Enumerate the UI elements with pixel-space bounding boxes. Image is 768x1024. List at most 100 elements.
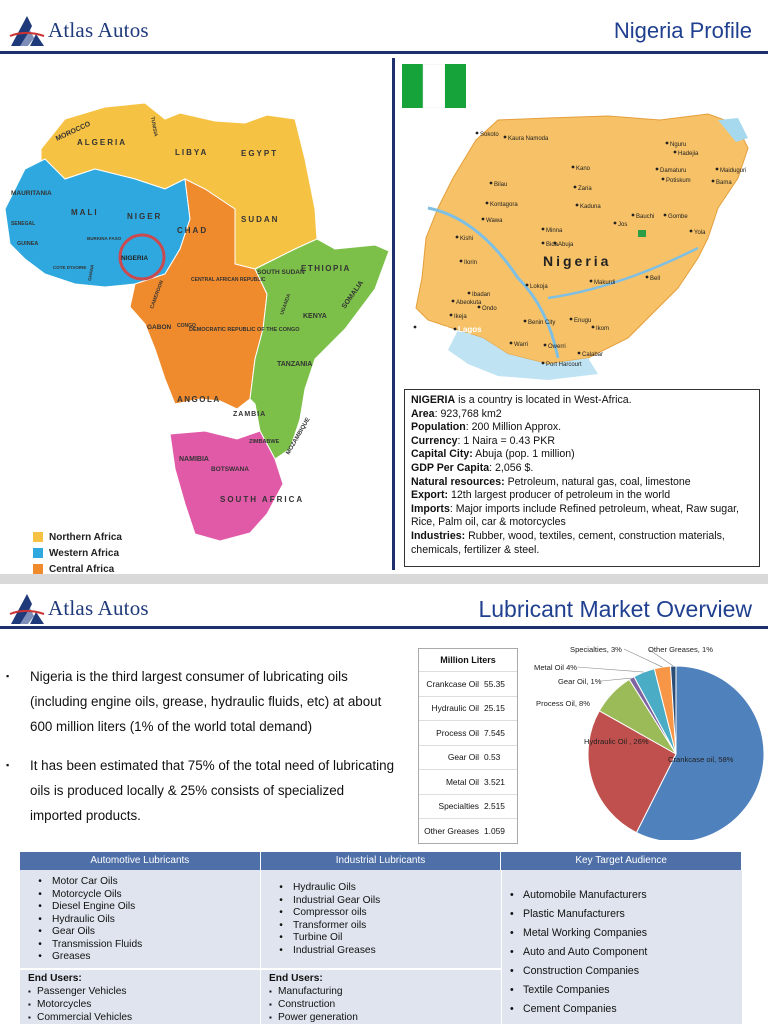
list-item: Hydraulic Oils xyxy=(269,882,380,895)
legend-label: Central Africa xyxy=(49,563,115,575)
city-dot xyxy=(631,213,635,217)
city-dot xyxy=(577,351,581,355)
info-value: : Major imports include Refined petroleu… xyxy=(411,502,739,529)
city-label-damaturu: Damaturu xyxy=(660,168,686,174)
list-item: Gear Oils xyxy=(28,926,142,939)
table-row: Hydraulic Oil 25.15 xyxy=(419,695,517,721)
table-row: Other Greases 1.059 xyxy=(419,818,517,843)
map-label-south-africa: SOUTH AFRICA xyxy=(220,495,304,504)
pie-label-5: Metal Oil 4% xyxy=(534,663,577,672)
city-label-kano: Kano xyxy=(576,166,591,172)
column-separator xyxy=(20,968,260,970)
map-label-libya: LIBYA xyxy=(175,148,208,157)
city-dot xyxy=(665,141,669,145)
city-dot xyxy=(449,313,453,317)
legend-item: Western Africa xyxy=(33,545,124,561)
info-value: 12th largest producer of petroleum in th… xyxy=(448,489,671,502)
map-label-sudan: SUDAN xyxy=(241,215,279,224)
map-label-tanzania: TANZANIA xyxy=(277,361,312,368)
bullet-text: Nigeria is the third largest consumer of… xyxy=(30,669,382,734)
info-line: Export: 12th largest producer of petrole… xyxy=(411,489,753,503)
info-line: NIGERIA is a country is located in West-… xyxy=(411,394,753,408)
city-label-bauchi: Bauchi xyxy=(636,214,654,220)
table-row: Gear Oil 0.53 xyxy=(419,744,517,770)
city-dot xyxy=(541,241,545,245)
map-label-kenya: KENYA xyxy=(303,313,327,320)
nigeria-highlight-circle xyxy=(118,233,166,281)
info-key: Imports xyxy=(411,502,450,515)
pie-label-4: Gear Oil, 1% xyxy=(558,677,602,686)
city-dot xyxy=(485,201,489,205)
city-dot xyxy=(481,217,485,221)
city-dot xyxy=(503,135,507,139)
lubricants-table: Automotive Lubricants Industrial Lubrica… xyxy=(20,852,743,1024)
list-item: Transformer oils xyxy=(269,920,380,933)
map-label-niger: NIGER xyxy=(127,212,162,221)
logo-text: Atlas Autos xyxy=(48,17,149,42)
city-dot xyxy=(477,305,481,309)
pie-label-2: Hydraulic Oil , 26% xyxy=(584,737,649,746)
atlas-logo-icon xyxy=(9,594,45,624)
table-row: Crankcase Oil 55.35 xyxy=(419,671,517,696)
city-dot xyxy=(589,279,593,283)
list-item: Transmission Fluids xyxy=(28,939,142,952)
title-rule xyxy=(0,51,768,54)
company-logo-2: Atlas Autos xyxy=(8,588,149,628)
legend-label: Northern Africa xyxy=(49,531,122,543)
audience-item: Textile Companies xyxy=(510,981,647,1000)
africa-map-panel: MOROCCO ALGERIA LIBYA EGYPT MAURITANIA M… xyxy=(4,58,392,607)
city-dot xyxy=(453,327,457,331)
info-value: is a country is located in West-Africa. xyxy=(455,394,632,406)
city-dot xyxy=(661,177,665,181)
city-dot xyxy=(467,291,471,295)
city-label-kishi: Kishi xyxy=(460,236,473,242)
header-automotive: Automotive Lubricants xyxy=(20,852,261,870)
table-row: Metal Oil 3.521 xyxy=(419,769,517,794)
map-label-chad: CHAD xyxy=(177,226,208,235)
info-key: Population xyxy=(411,421,466,434)
audience-item: Cement Companies xyxy=(510,1000,647,1019)
city-label-warri: Warri xyxy=(514,342,528,348)
audience-list: Automobile ManufacturersPlastic Manufact… xyxy=(510,886,647,1019)
row-name: Other Greases xyxy=(424,825,479,836)
bullet-item: ▪ It has been estimated that 75% of the t… xyxy=(6,753,398,828)
legend-swatch xyxy=(33,564,43,574)
header-industrial: Industrial Lubricants xyxy=(260,852,502,870)
panel-divider xyxy=(392,58,395,570)
legend-item: Central Africa xyxy=(33,561,124,577)
city-dot xyxy=(451,299,455,303)
city-label-sokoto: Sokoto xyxy=(480,132,499,138)
niger-river xyxy=(427,206,560,359)
row-name: Specialties xyxy=(438,801,479,812)
map-label-zimbabwe: ZIMBABWE xyxy=(249,439,280,445)
pie-leader-line xyxy=(647,648,674,667)
pie-label-7: Other Greases, 1% xyxy=(648,645,713,654)
city-label-makurdi: Makurdi xyxy=(594,280,615,286)
city-label-bida: Bida xyxy=(546,242,559,248)
city-label-bell: Bell xyxy=(650,276,660,282)
city-dot xyxy=(575,203,579,207)
row-name: Metal Oil xyxy=(445,776,479,787)
city-label-nguru: Nguru xyxy=(670,142,686,148)
column-separator xyxy=(261,968,501,970)
abuja-marker xyxy=(638,230,646,237)
city-label-bilau: Bilau xyxy=(494,182,507,188)
row-value: 55.35 xyxy=(484,678,505,689)
city-dot xyxy=(509,341,513,345)
row-value: 1.059 xyxy=(484,825,505,836)
automotive-end-users: End Users: Passenger VehiclesMotorcycles… xyxy=(28,972,132,1024)
city-dot xyxy=(573,185,577,189)
info-key: Currency xyxy=(411,434,458,447)
row-value: 25.15 xyxy=(484,703,505,714)
map-label-mali: MALI xyxy=(71,208,99,217)
pie-slice-2 xyxy=(587,710,677,834)
audience-item: Plastic Manufacturers xyxy=(510,905,647,924)
pie-leader-line xyxy=(623,648,663,668)
list-item: Greases xyxy=(28,951,142,964)
map-label-south-sudan: SOUTH SUDAN xyxy=(257,269,305,276)
city-dot xyxy=(569,317,573,321)
info-line: Currency: 1 Naira = 0.43 PKR xyxy=(411,435,753,449)
map-label-egypt: EGYPT xyxy=(241,149,278,158)
city-dot xyxy=(591,325,595,329)
city-label-ikom: Ikom xyxy=(596,326,609,332)
